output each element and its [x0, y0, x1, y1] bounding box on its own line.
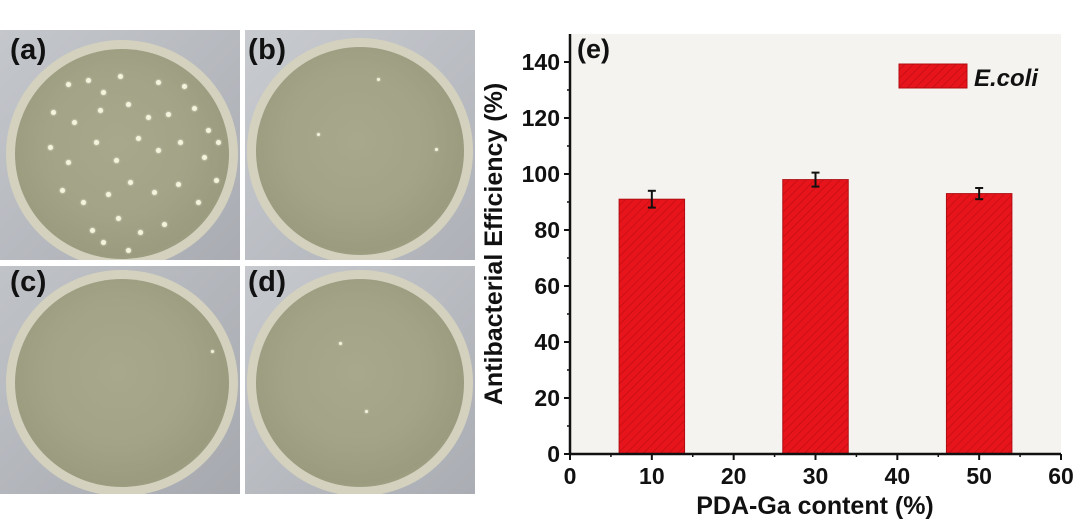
- y-tick-label: 100: [522, 161, 560, 187]
- y-axis-label: Antibacterial Efficiency (%): [480, 83, 508, 405]
- bacterial-colony: [126, 248, 131, 253]
- bacterial-colony: [126, 102, 131, 107]
- error-bar-30: [811, 171, 820, 188]
- bacterial-colony: [48, 145, 53, 150]
- bacterial-colony: [81, 200, 86, 205]
- legend-swatch-ecoli: [898, 63, 968, 89]
- panel-label-c: (c): [10, 266, 47, 298]
- petri-dish-a: [6, 40, 238, 260]
- petri-dish-b: [247, 38, 473, 260]
- bacterial-colony: [192, 106, 197, 111]
- bacterial-colony: [72, 120, 77, 125]
- x-tick-label: 60: [1048, 463, 1074, 489]
- bacterial-colony: [178, 140, 183, 145]
- petri-dish-panel-a: (a): [0, 30, 240, 260]
- bacterial-colony: [156, 148, 161, 153]
- x-tick-label: 20: [721, 463, 747, 489]
- petri-dish-panel-d: (d): [245, 266, 475, 494]
- bacterial-colony: [51, 110, 56, 115]
- petri-dish-c: [6, 270, 238, 494]
- petri-dish-panel-c: (c): [0, 266, 240, 494]
- x-tick-label: 50: [966, 463, 992, 489]
- bacterial-colony: [146, 115, 151, 120]
- bacterial-colony: [118, 74, 123, 79]
- bacterial-colony: [98, 108, 103, 113]
- bacterial-colony: [176, 182, 181, 187]
- x-tick-label: 30: [803, 463, 829, 489]
- x-axis-label: PDA-Ga content (%): [696, 492, 934, 519]
- bacterial-colony: [152, 190, 157, 195]
- bacterial-colony: [138, 230, 143, 235]
- y-tick-label: 0: [547, 441, 560, 467]
- chart-panel-label: (e): [577, 34, 610, 64]
- bacterial-colony: [101, 240, 106, 245]
- y-tick-label: 120: [522, 105, 560, 131]
- bar-chart: 0 20 40 60 80 100 120 140 0 10 20 30 40 50 60 (e) E.co…: [480, 34, 1074, 519]
- error-bar-10: [647, 189, 656, 209]
- bar-50: [945, 193, 1013, 455]
- bacterial-colony: [86, 78, 91, 83]
- y-tick-label: 140: [522, 49, 560, 75]
- error-bar-50: [975, 187, 984, 201]
- x-tick-label: 0: [564, 463, 577, 489]
- bacterial-colony: [156, 80, 161, 85]
- bacterial-colony: [202, 155, 207, 160]
- panel-label-a: (a): [10, 34, 47, 66]
- bacterial-colony: [166, 112, 171, 117]
- panel-label-b: (b): [248, 34, 287, 66]
- bacterial-colony: [136, 136, 141, 141]
- bar-30: [782, 179, 849, 455]
- bacterial-colony: [90, 228, 95, 233]
- bacterial-colony: [66, 82, 71, 87]
- x-tick-label: 10: [639, 463, 665, 489]
- bacterial-colony: [128, 180, 133, 185]
- y-tick-label: 20: [534, 385, 560, 411]
- x-tick-label: 40: [885, 463, 911, 489]
- bacterial-colony: [162, 222, 167, 227]
- legend-label-ecoli: E.coli: [974, 65, 1039, 92]
- y-tick-label: 60: [534, 273, 560, 299]
- petri-dish-panel-b: (b): [245, 30, 475, 260]
- petri-dish-d: [247, 270, 473, 494]
- bacterial-colony: [206, 128, 211, 133]
- bacterial-colony: [182, 84, 187, 89]
- bacterial-colony: [101, 90, 106, 95]
- bar-10: [618, 198, 686, 455]
- bacterial-colony: [66, 160, 71, 165]
- bacterial-colony: [114, 158, 119, 163]
- bacterial-colony: [94, 140, 99, 145]
- bacterial-colony: [196, 200, 201, 205]
- panel-label-d: (d): [248, 266, 287, 298]
- bacterial-colony: [60, 188, 65, 193]
- y-tick-label: 40: [534, 329, 560, 355]
- bacterial-colony: [214, 178, 219, 183]
- bacterial-colony: [106, 192, 111, 197]
- y-tick-label: 80: [534, 217, 560, 243]
- legend: E.coli: [898, 63, 1039, 92]
- bacterial-colony: [116, 216, 121, 221]
- bacterial-colony: [216, 140, 221, 145]
